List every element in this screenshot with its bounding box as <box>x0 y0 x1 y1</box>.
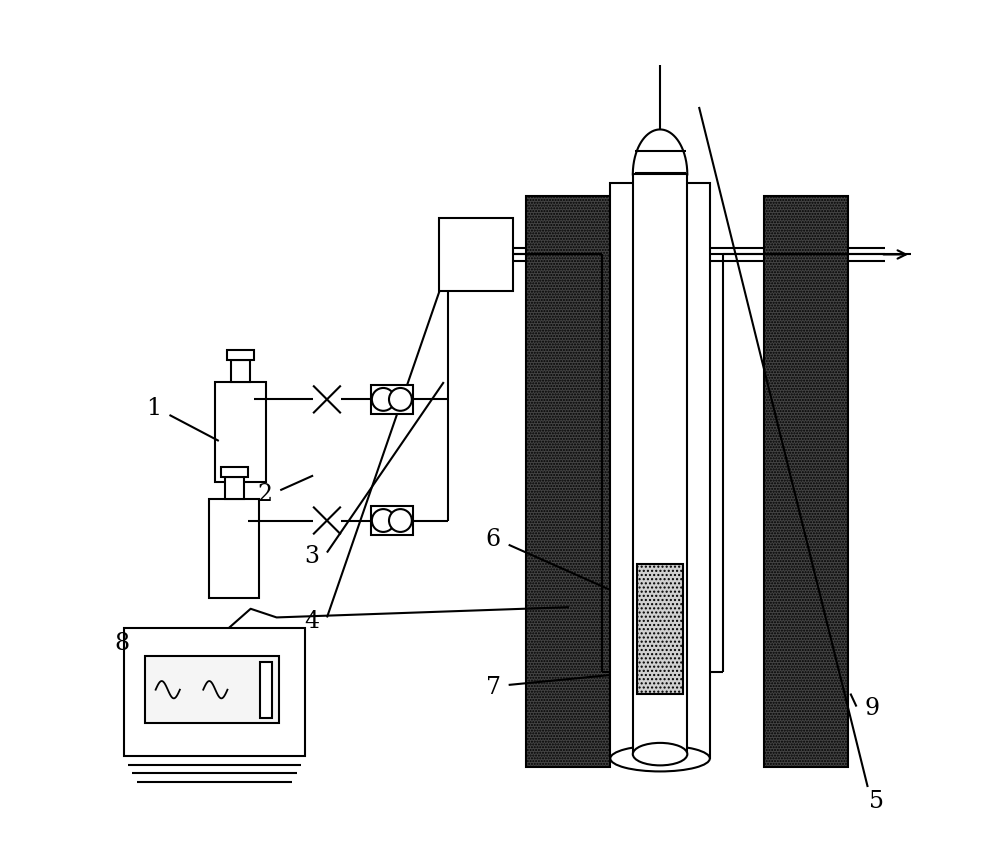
Bar <box>371 506 413 535</box>
Bar <box>124 628 305 756</box>
Bar <box>221 467 248 477</box>
Bar <box>371 385 413 414</box>
Bar <box>764 196 848 767</box>
Text: 1: 1 <box>146 397 161 419</box>
Circle shape <box>389 510 412 532</box>
Ellipse shape <box>633 743 687 766</box>
Text: 6: 6 <box>486 528 501 551</box>
Circle shape <box>372 510 395 532</box>
Circle shape <box>372 388 395 411</box>
Text: 3: 3 <box>304 545 319 569</box>
Bar <box>227 351 254 360</box>
Text: 5: 5 <box>869 790 884 813</box>
Ellipse shape <box>610 746 710 772</box>
Bar <box>637 564 683 694</box>
Text: 7: 7 <box>486 676 501 699</box>
Text: 8: 8 <box>114 632 129 654</box>
Text: 4: 4 <box>304 610 319 634</box>
Bar <box>225 477 244 499</box>
Bar <box>526 196 610 767</box>
Bar <box>215 382 266 482</box>
Bar <box>439 218 513 292</box>
Bar <box>209 499 259 598</box>
Bar <box>610 183 710 759</box>
Text: 9: 9 <box>864 697 880 720</box>
Circle shape <box>389 388 412 411</box>
Bar <box>145 656 279 723</box>
Bar <box>260 661 272 718</box>
Text: 2: 2 <box>257 483 272 506</box>
Bar <box>633 174 687 754</box>
Bar <box>231 360 250 382</box>
